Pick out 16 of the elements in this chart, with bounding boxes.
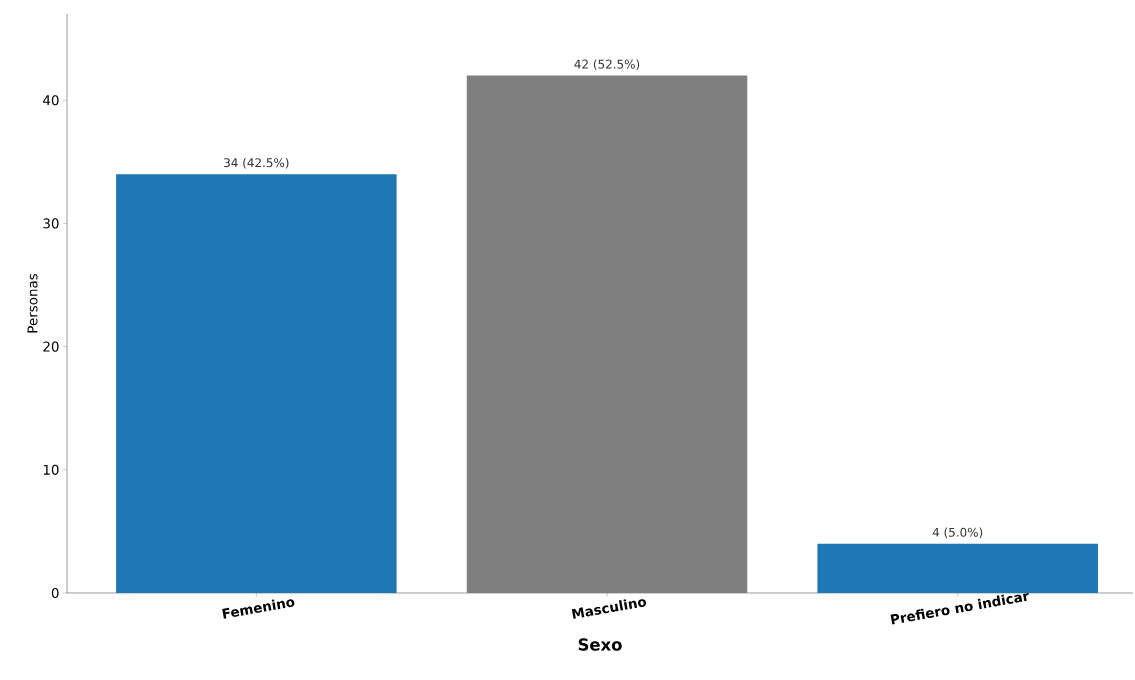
data-label: 34 (42.5%) xyxy=(224,157,289,169)
x-axis-title: Sexo xyxy=(578,638,622,651)
y-axis-title: Personas xyxy=(27,273,38,333)
x-tick-label: Femenino xyxy=(222,599,295,619)
bar xyxy=(817,543,1098,593)
x-tick-label: Prefiero no indicar xyxy=(890,592,1029,625)
y-tick-label: 40 xyxy=(43,95,59,106)
bar xyxy=(466,75,748,593)
y-tick-label: 30 xyxy=(43,218,59,229)
y-tick-label: 0 xyxy=(51,587,59,599)
data-label: 42 (52.5%) xyxy=(574,59,640,71)
y-tick-label: 10 xyxy=(43,464,59,475)
data-label: 4 (5.0%) xyxy=(932,527,983,539)
bar xyxy=(116,174,397,593)
x-tick-label: Masculino xyxy=(571,599,647,619)
y-tick-label: 20 xyxy=(43,341,59,352)
